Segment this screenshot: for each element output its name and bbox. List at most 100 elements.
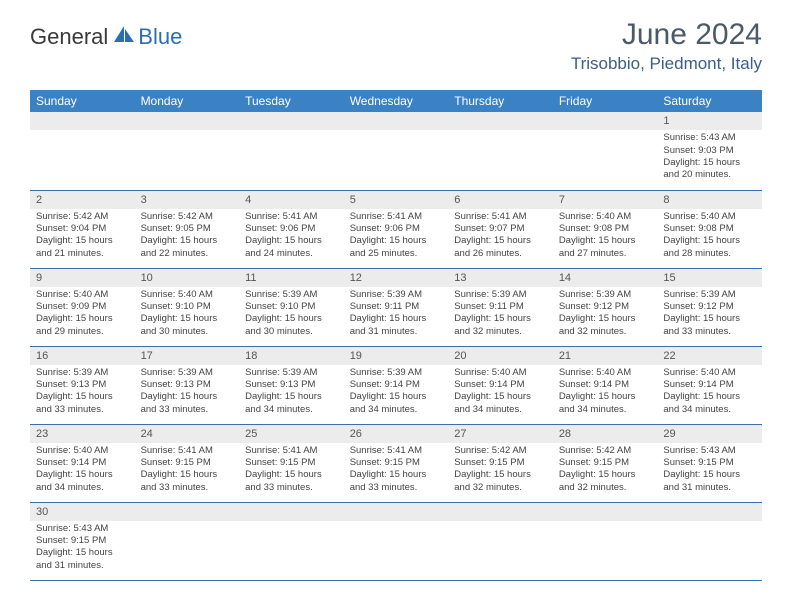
daylight-text: Daylight: 15 hours and 30 minutes. (245, 313, 338, 338)
sunset-text: Sunset: 9:15 PM (350, 457, 443, 469)
day-cell: 14Sunrise: 5:39 AMSunset: 9:12 PMDayligh… (553, 268, 658, 346)
day-cell: 13Sunrise: 5:39 AMSunset: 9:11 PMDayligh… (448, 268, 553, 346)
day-number: 19 (344, 347, 449, 365)
day-number: 30 (30, 503, 135, 521)
daylight-text: Daylight: 15 hours and 32 minutes. (559, 313, 652, 338)
week-row: 16Sunrise: 5:39 AMSunset: 9:13 PMDayligh… (30, 346, 762, 424)
day-cell: 27Sunrise: 5:42 AMSunset: 9:15 PMDayligh… (448, 424, 553, 502)
day-number: 9 (30, 269, 135, 287)
sunrise-text: Sunrise: 5:39 AM (559, 289, 652, 301)
day-cell: 17Sunrise: 5:39 AMSunset: 9:13 PMDayligh… (135, 346, 240, 424)
header: General Blue June 2024 Trisobbio, Piedmo… (0, 0, 792, 82)
daylight-text: Daylight: 15 hours and 33 minutes. (663, 313, 756, 338)
day-number: 18 (239, 347, 344, 365)
day-cell (135, 112, 240, 190)
daylight-text: Daylight: 15 hours and 20 minutes. (663, 157, 756, 182)
week-row: 23Sunrise: 5:40 AMSunset: 9:14 PMDayligh… (30, 424, 762, 502)
day-details: Sunrise: 5:40 AMSunset: 9:08 PMDaylight:… (553, 209, 658, 264)
day-header: Sunday (30, 90, 135, 112)
sunrise-text: Sunrise: 5:40 AM (559, 367, 652, 379)
day-cell: 18Sunrise: 5:39 AMSunset: 9:13 PMDayligh… (239, 346, 344, 424)
day-cell: 21Sunrise: 5:40 AMSunset: 9:14 PMDayligh… (553, 346, 658, 424)
day-details: Sunrise: 5:39 AMSunset: 9:12 PMDaylight:… (657, 287, 762, 342)
sunset-text: Sunset: 9:04 PM (36, 223, 129, 235)
daylight-text: Daylight: 15 hours and 33 minutes. (350, 469, 443, 494)
day-number: 2 (30, 191, 135, 209)
day-cell (553, 112, 658, 190)
daylight-text: Daylight: 15 hours and 34 minutes. (663, 391, 756, 416)
day-cell: 30Sunrise: 5:43 AMSunset: 9:15 PMDayligh… (30, 502, 135, 580)
day-cell: 8Sunrise: 5:40 AMSunset: 9:08 PMDaylight… (657, 190, 762, 268)
day-number: 25 (239, 425, 344, 443)
sunrise-text: Sunrise: 5:40 AM (36, 445, 129, 457)
logo-sail-icon (112, 24, 136, 50)
week-row: 2Sunrise: 5:42 AMSunset: 9:04 PMDaylight… (30, 190, 762, 268)
daylight-text: Daylight: 15 hours and 32 minutes. (559, 469, 652, 494)
day-details: Sunrise: 5:39 AMSunset: 9:11 PMDaylight:… (448, 287, 553, 342)
day-number (30, 112, 135, 130)
day-number: 5 (344, 191, 449, 209)
location: Trisobbio, Piedmont, Italy (571, 54, 762, 74)
daylight-text: Daylight: 15 hours and 34 minutes. (245, 391, 338, 416)
sunset-text: Sunset: 9:13 PM (36, 379, 129, 391)
day-cell: 24Sunrise: 5:41 AMSunset: 9:15 PMDayligh… (135, 424, 240, 502)
day-number: 29 (657, 425, 762, 443)
day-cell (553, 502, 658, 580)
daylight-text: Daylight: 15 hours and 33 minutes. (141, 391, 234, 416)
week-row: 1Sunrise: 5:43 AMSunset: 9:03 PMDaylight… (30, 112, 762, 190)
sunset-text: Sunset: 9:06 PM (245, 223, 338, 235)
logo: General Blue (30, 24, 182, 50)
day-header: Tuesday (239, 90, 344, 112)
day-number: 22 (657, 347, 762, 365)
day-header-row: SundayMondayTuesdayWednesdayThursdayFrid… (30, 90, 762, 112)
day-cell: 20Sunrise: 5:40 AMSunset: 9:14 PMDayligh… (448, 346, 553, 424)
day-cell: 29Sunrise: 5:43 AMSunset: 9:15 PMDayligh… (657, 424, 762, 502)
day-details: Sunrise: 5:39 AMSunset: 9:12 PMDaylight:… (553, 287, 658, 342)
sunset-text: Sunset: 9:15 PM (454, 457, 547, 469)
sunset-text: Sunset: 9:12 PM (559, 301, 652, 313)
day-cell (448, 502, 553, 580)
day-details: Sunrise: 5:41 AMSunset: 9:15 PMDaylight:… (344, 443, 449, 498)
day-header: Thursday (448, 90, 553, 112)
sunset-text: Sunset: 9:08 PM (663, 223, 756, 235)
day-number: 15 (657, 269, 762, 287)
sunrise-text: Sunrise: 5:41 AM (454, 211, 547, 223)
day-cell (448, 112, 553, 190)
sunrise-text: Sunrise: 5:41 AM (350, 445, 443, 457)
day-number (239, 112, 344, 130)
daylight-text: Daylight: 15 hours and 28 minutes. (663, 235, 756, 260)
sunset-text: Sunset: 9:03 PM (663, 145, 756, 157)
day-number: 4 (239, 191, 344, 209)
sunrise-text: Sunrise: 5:41 AM (141, 445, 234, 457)
day-number (553, 112, 658, 130)
day-cell: 19Sunrise: 5:39 AMSunset: 9:14 PMDayligh… (344, 346, 449, 424)
day-cell: 12Sunrise: 5:39 AMSunset: 9:11 PMDayligh… (344, 268, 449, 346)
day-details: Sunrise: 5:41 AMSunset: 9:15 PMDaylight:… (135, 443, 240, 498)
day-number: 24 (135, 425, 240, 443)
sunrise-text: Sunrise: 5:40 AM (559, 211, 652, 223)
sunrise-text: Sunrise: 5:39 AM (350, 367, 443, 379)
day-cell: 23Sunrise: 5:40 AMSunset: 9:14 PMDayligh… (30, 424, 135, 502)
daylight-text: Daylight: 15 hours and 25 minutes. (350, 235, 443, 260)
daylight-text: Daylight: 15 hours and 33 minutes. (141, 469, 234, 494)
sunrise-text: Sunrise: 5:39 AM (245, 367, 338, 379)
sunrise-text: Sunrise: 5:42 AM (454, 445, 547, 457)
sunrise-text: Sunrise: 5:40 AM (663, 211, 756, 223)
day-details: Sunrise: 5:39 AMSunset: 9:13 PMDaylight:… (239, 365, 344, 420)
day-details: Sunrise: 5:41 AMSunset: 9:15 PMDaylight:… (239, 443, 344, 498)
day-cell: 28Sunrise: 5:42 AMSunset: 9:15 PMDayligh… (553, 424, 658, 502)
sunrise-text: Sunrise: 5:42 AM (559, 445, 652, 457)
day-details: Sunrise: 5:39 AMSunset: 9:10 PMDaylight:… (239, 287, 344, 342)
daylight-text: Daylight: 15 hours and 31 minutes. (36, 547, 129, 572)
day-details: Sunrise: 5:39 AMSunset: 9:14 PMDaylight:… (344, 365, 449, 420)
day-cell: 26Sunrise: 5:41 AMSunset: 9:15 PMDayligh… (344, 424, 449, 502)
day-details: Sunrise: 5:42 AMSunset: 9:04 PMDaylight:… (30, 209, 135, 264)
day-number (135, 503, 240, 521)
day-number: 20 (448, 347, 553, 365)
sunset-text: Sunset: 9:09 PM (36, 301, 129, 313)
daylight-text: Daylight: 15 hours and 34 minutes. (454, 391, 547, 416)
day-number: 6 (448, 191, 553, 209)
sunrise-text: Sunrise: 5:40 AM (141, 289, 234, 301)
day-number: 17 (135, 347, 240, 365)
sunset-text: Sunset: 9:08 PM (559, 223, 652, 235)
